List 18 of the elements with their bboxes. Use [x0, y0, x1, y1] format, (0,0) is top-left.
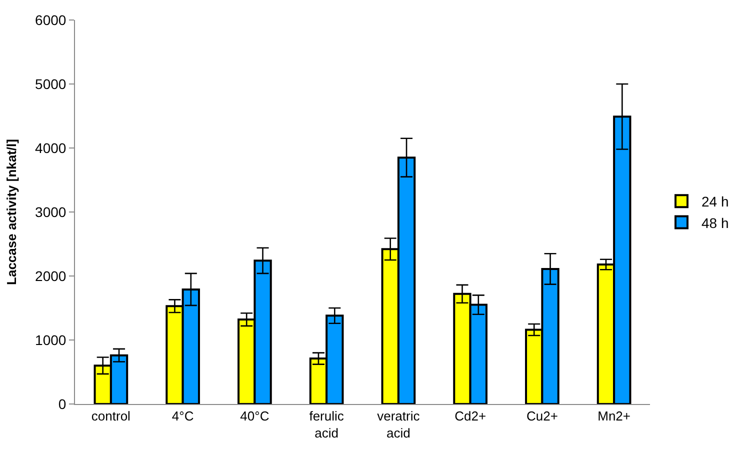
legend-label: 48 h	[702, 214, 729, 231]
x-tick-label: 40°C	[240, 408, 270, 424]
y-tick-label: 1000	[35, 332, 66, 348]
y-tick-label: 3000	[35, 204, 66, 220]
y-tick-label: 2000	[35, 268, 66, 284]
y-axis-title: Laccase activity [nkat/l]	[4, 139, 19, 285]
y-tick-label: 5000	[35, 76, 66, 92]
y-tick-label: 4000	[35, 140, 66, 156]
x-tick-label: Cd2+	[454, 408, 486, 424]
y-tick-label: 6000	[35, 12, 66, 28]
x-tick-label: veratric acid	[377, 408, 420, 440]
x-tick-label: Cu2+	[526, 408, 558, 424]
x-tick-label: Mn2+	[598, 408, 631, 424]
x-tick-label: ferulic acid	[309, 408, 344, 440]
legend-label: 24 h	[702, 194, 729, 210]
y-tick-label: 0	[58, 396, 66, 412]
x-tick-label: 4°C	[172, 408, 194, 424]
x-tick-label: control	[91, 408, 131, 424]
